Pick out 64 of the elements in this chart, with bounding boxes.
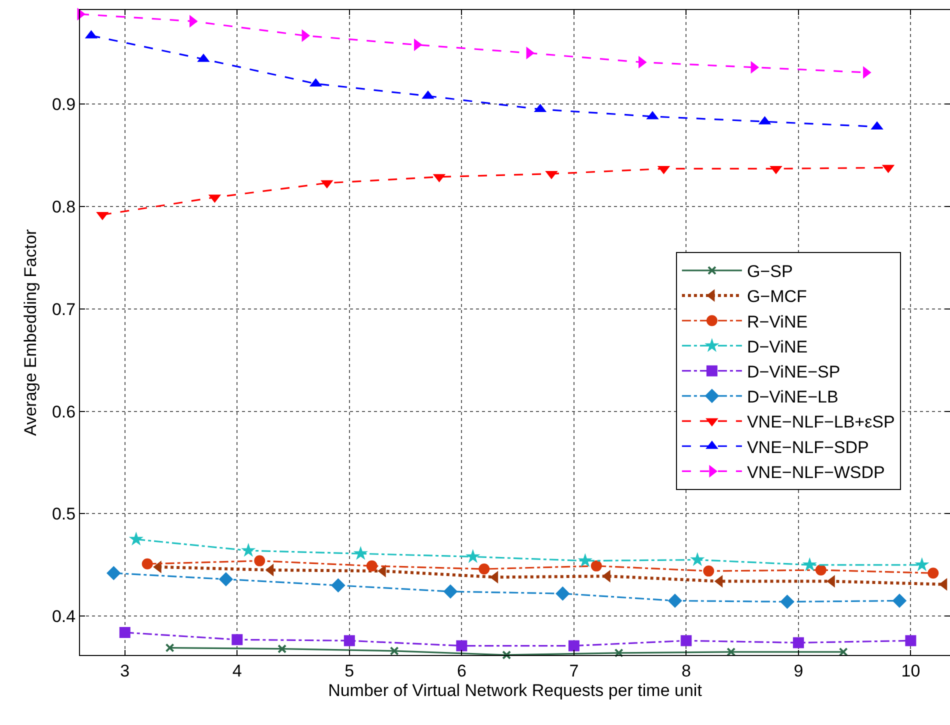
point <box>456 640 468 652</box>
point <box>815 564 826 576</box>
y-tick-label: 0.5 <box>52 504 76 524</box>
x-tick-label: 9 <box>794 661 804 680</box>
y-tick-label: 0.9 <box>52 95 76 114</box>
point <box>578 553 592 568</box>
point <box>914 557 930 572</box>
point <box>838 647 848 656</box>
point <box>390 646 399 656</box>
point <box>802 557 817 572</box>
point <box>331 578 346 593</box>
point <box>366 560 378 572</box>
point <box>792 637 804 648</box>
point <box>668 594 682 608</box>
point <box>556 586 570 601</box>
legend-label: D−ViNE <box>746 337 808 356</box>
point <box>344 635 355 646</box>
point <box>218 572 234 586</box>
point <box>680 635 692 646</box>
y-tick-label: 0.7 <box>52 300 76 319</box>
x-tick-label: 8 <box>681 661 691 680</box>
legend-label: G−MCF <box>746 287 807 306</box>
point <box>614 648 624 658</box>
point <box>254 555 266 566</box>
x-tick-label: 10 <box>901 661 920 680</box>
point <box>690 552 705 566</box>
point <box>232 634 243 646</box>
x-axis-title: Number of Virtual Network Requests per time unit <box>328 680 702 700</box>
legend-label: D−ViNE−SP <box>746 362 840 382</box>
point <box>106 566 121 580</box>
x-tick-label: 4 <box>232 661 242 680</box>
point <box>590 560 602 572</box>
x-tick-label: 6 <box>456 661 466 680</box>
point <box>128 532 144 546</box>
point <box>928 568 939 579</box>
x-tick-label: 7 <box>569 661 579 680</box>
point <box>703 566 714 577</box>
x-tick-label: 3 <box>120 661 130 680</box>
point <box>780 594 794 609</box>
point <box>502 650 512 660</box>
point <box>165 643 174 652</box>
legend-label: D−ViNE−LB <box>746 388 838 407</box>
point <box>353 546 368 560</box>
legend-label: R−ViNE <box>746 312 808 332</box>
legend-label: VNE−NLF−WSDP <box>746 462 885 482</box>
y-tick-label: 0.6 <box>52 402 76 422</box>
legend-label: G−SP <box>746 262 793 282</box>
point <box>478 564 490 574</box>
point <box>241 542 256 557</box>
x-tick-label: 5 <box>344 661 354 680</box>
point <box>568 640 580 652</box>
legend-label: VNE−NLF−SDP <box>746 438 869 457</box>
legend-label: VNE−NLF−LB+εSP <box>746 412 895 432</box>
y-tick-label: 0.8 <box>52 198 76 217</box>
point <box>726 647 736 656</box>
y-axis-title: Average Embedding Factor <box>21 228 40 436</box>
point <box>892 594 907 608</box>
y-tick-label: 0.4 <box>52 607 76 626</box>
point <box>278 644 287 654</box>
point <box>142 558 153 570</box>
point <box>905 635 916 646</box>
point <box>466 549 480 563</box>
point <box>119 626 130 638</box>
point <box>443 584 458 599</box>
